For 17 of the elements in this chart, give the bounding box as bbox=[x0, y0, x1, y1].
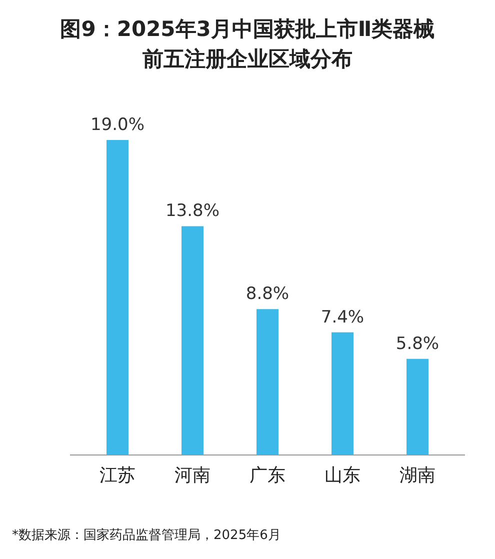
bar bbox=[406, 358, 428, 455]
bar bbox=[332, 332, 354, 455]
data-label: 5.8% bbox=[396, 334, 440, 354]
data-label: 8.8% bbox=[246, 284, 290, 304]
chart-title: 图9：2025年3月中国获批上市Ⅱ类器械前五注册企业区域分布 bbox=[59, 16, 436, 73]
data-label: 13.8% bbox=[165, 201, 220, 222]
x-tick-label: 湖南 bbox=[400, 465, 436, 486]
data-label: 19.0% bbox=[90, 115, 145, 135]
x-tick-label: 广东 bbox=[250, 465, 286, 486]
x-tick-label: 河南 bbox=[174, 465, 210, 486]
x-tick-label: 江苏 bbox=[100, 465, 136, 486]
bar bbox=[106, 140, 128, 455]
x-tick-label: 山东 bbox=[324, 465, 360, 486]
data-label: 7.4% bbox=[320, 307, 364, 328]
bar bbox=[182, 226, 204, 455]
bar bbox=[256, 309, 278, 455]
text: *数据来源：国家药品监督管理局，2025年6月 bbox=[12, 527, 281, 544]
